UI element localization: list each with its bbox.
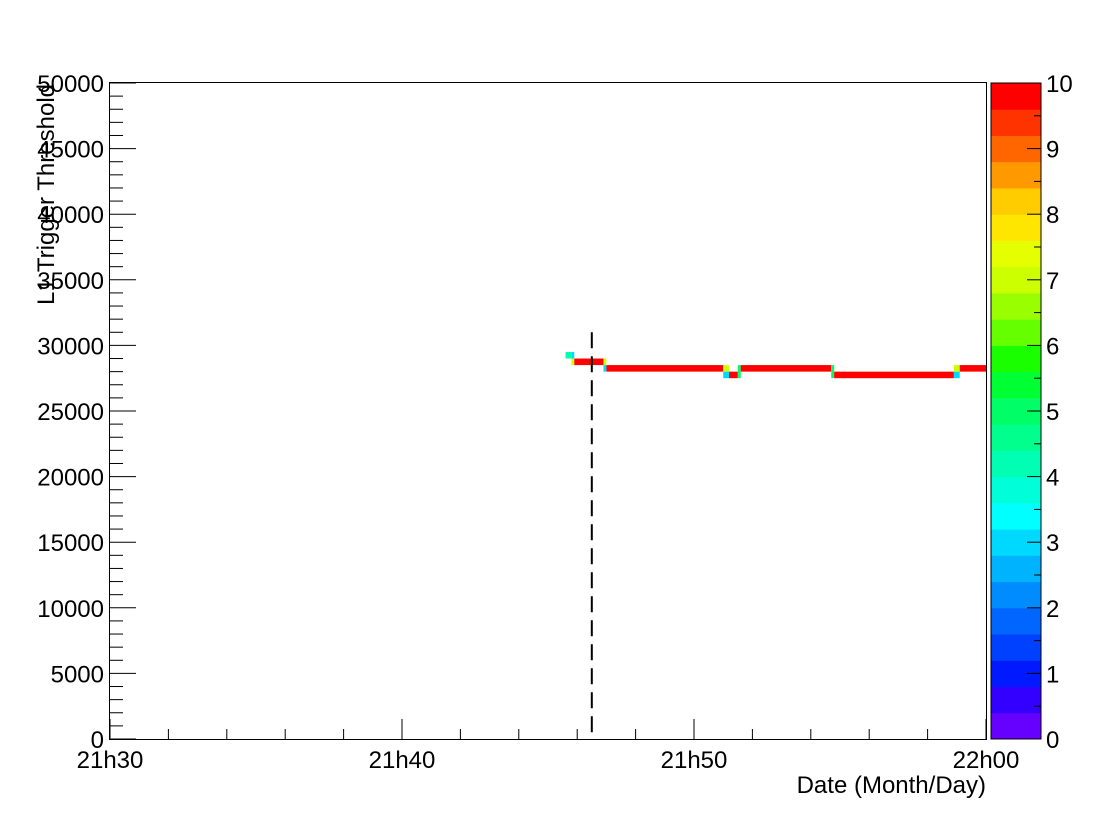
palette-band <box>991 214 1041 241</box>
y-tick-label: 5000 <box>51 661 104 688</box>
x-tick-label: 21h30 <box>77 747 144 774</box>
palette-band <box>991 83 1041 110</box>
palette-band <box>991 292 1041 320</box>
palette-band <box>991 161 1041 189</box>
palette-band <box>991 686 1041 714</box>
color-palette: 0 1 2 3 4 5 6 7 8 9 10 <box>990 71 1073 754</box>
palette-band <box>991 319 1041 346</box>
data-cell <box>953 365 960 372</box>
palette-band <box>991 450 1041 478</box>
palette-band <box>991 607 1041 635</box>
palette-band <box>991 187 1041 215</box>
y-tick-label: 45000 <box>37 137 104 164</box>
data-cell <box>603 358 607 366</box>
z-tick-label: 4 <box>1046 465 1059 492</box>
data-cell <box>831 365 835 379</box>
z-tick-label: 10 <box>1046 71 1073 98</box>
z-tick-label: 0 <box>1046 727 1059 754</box>
y-tick-label: 30000 <box>37 333 104 360</box>
data-cell <box>571 351 575 359</box>
data-cell <box>723 365 730 372</box>
x-axis-title: Date (Month/Day) <box>797 772 986 799</box>
palette-band <box>991 345 1041 373</box>
palette-band <box>991 109 1041 136</box>
y-tick-label: 35000 <box>37 268 104 295</box>
x-tick-label: 22h00 <box>953 747 1020 774</box>
x-axis: 21h30 21h40 21h50 22h00 <box>77 719 1020 774</box>
data-cell <box>834 371 954 379</box>
plot-frame <box>109 82 987 740</box>
palette-band <box>991 555 1041 583</box>
data-cell <box>723 371 730 379</box>
y-tick-label: 40000 <box>37 202 104 229</box>
palette-band <box>991 371 1041 399</box>
data-cell <box>729 371 738 379</box>
data-cell <box>606 365 724 372</box>
z-tick-label: 8 <box>1046 202 1059 229</box>
data-cell <box>953 371 960 379</box>
palette-band <box>991 581 1041 609</box>
y-tick-label: 25000 <box>37 399 104 426</box>
y-axis-title: L1 Trigger Threshold <box>33 84 60 305</box>
data-cell <box>574 358 604 366</box>
y-tick-label: 15000 <box>37 530 104 557</box>
z-tick-label: 5 <box>1046 399 1059 426</box>
data-cell <box>737 365 741 379</box>
z-tick-label: 9 <box>1046 137 1059 164</box>
data-cell <box>565 351 572 359</box>
y-tick-label: 10000 <box>37 596 104 623</box>
palette-band <box>991 712 1041 740</box>
data-cells <box>565 351 986 379</box>
data-cell <box>959 365 986 372</box>
z-tick-label: 2 <box>1046 596 1059 623</box>
z-tick-label: 7 <box>1046 268 1059 295</box>
palette-band <box>991 502 1041 530</box>
z-tick-label: 6 <box>1046 333 1059 360</box>
palette-band <box>991 634 1041 661</box>
y-tick-label: 20000 <box>37 465 104 492</box>
y-axis: 0 5000 10000 15000 20000 25000 30000 35000 40000… <box>37 71 136 754</box>
z-tick-label: 1 <box>1046 661 1059 688</box>
z-tick-label: 3 <box>1046 530 1059 557</box>
data-cell <box>740 365 832 372</box>
x-tick-label: 21h50 <box>661 747 728 774</box>
palette-band <box>991 240 1041 268</box>
data-cell <box>571 358 575 366</box>
palette-band <box>991 476 1041 504</box>
y-tick-label: 0 <box>91 727 104 754</box>
data-cell <box>603 365 607 372</box>
palette-band <box>991 424 1041 451</box>
x-tick-label: 21h40 <box>369 747 436 774</box>
y-tick-label: 50000 <box>37 71 104 98</box>
